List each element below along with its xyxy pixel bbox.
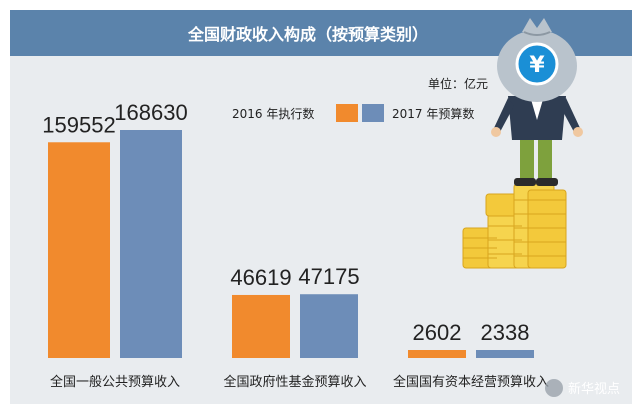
value-label-2016-cat-3: 2602 (413, 320, 462, 345)
bar-2017-cat-2 (300, 294, 358, 358)
legend-label-2017: 2017 年预算数 (392, 106, 474, 121)
right-arm (560, 98, 580, 132)
category-labels-group: 全国一般公共预算收入 全国政府性基金预算收入 全国国有资本经营预算收入 (50, 374, 549, 390)
left-leg (520, 136, 534, 182)
watermark-text: 新华视点 (568, 381, 620, 397)
bar-2017-cat-3 (476, 350, 534, 358)
yuan-sign-icon: ¥ (529, 53, 545, 78)
watermark-icon (545, 379, 563, 397)
bars-group (48, 130, 534, 358)
value-label-2016-cat-2: 46619 (230, 265, 291, 290)
category-label-2: 全国政府性基金预算收入 (223, 374, 366, 390)
legend: 2016 年执行数 2017 年预算数 (232, 104, 474, 122)
value-label-2017-cat-2: 47175 (298, 264, 359, 289)
category-label-1: 全国一般公共预算收入 (50, 374, 180, 390)
right-leg (538, 136, 552, 182)
legend-label-2016: 2016 年执行数 (232, 106, 314, 121)
left-arm (494, 98, 514, 132)
bar-2017-cat-1 (120, 130, 182, 358)
category-label-3: 全国国有资本经营预算收入 (393, 374, 549, 390)
legend-swatch-2016 (336, 104, 358, 122)
businessman-illustration: ¥ (462, 18, 583, 269)
legend-swatch-2017 (362, 104, 384, 122)
coin-stacks (462, 183, 567, 269)
watermark: 新华视点 (545, 379, 620, 397)
value-label-2017-cat-1: 168630 (114, 100, 187, 125)
value-label-2016-cat-1: 159552 (42, 112, 115, 137)
value-label-2017-cat-3: 2338 (481, 320, 530, 345)
chart-title: 全国财政收入构成（按预算类别） (187, 25, 428, 44)
bar-2016-cat-1 (48, 142, 110, 358)
yuan-coin-badge (515, 42, 559, 86)
bar-2016-cat-2 (232, 294, 290, 358)
unit-label: 单位：亿元 (428, 76, 488, 91)
bar-2016-cat-3 (408, 350, 466, 358)
